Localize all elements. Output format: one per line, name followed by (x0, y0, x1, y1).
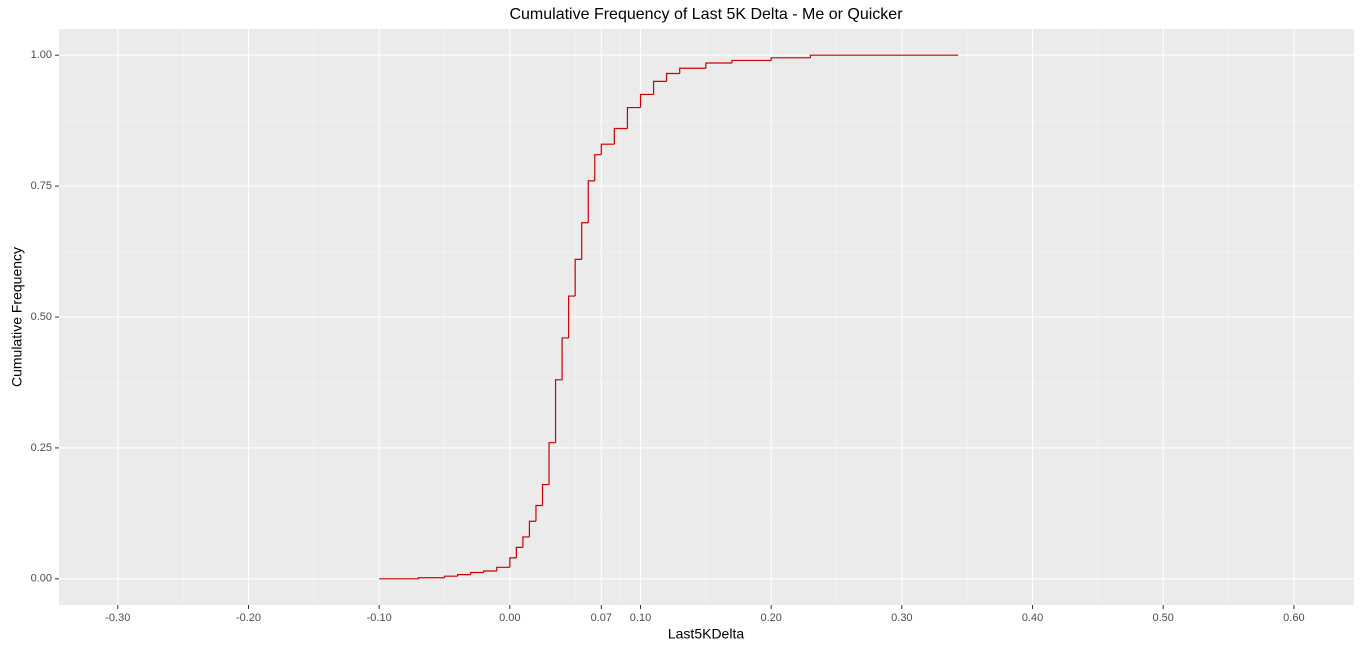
x-tick-label: -0.10 (367, 612, 392, 624)
ecdf-step (483, 570, 497, 573)
ecdf-step (456, 574, 471, 577)
y-tick-label: 0.25 (31, 442, 52, 454)
x-tick-label: 0.20 (760, 612, 781, 624)
ecdf-step (731, 59, 772, 64)
x-tick-label: 0.40 (1022, 612, 1043, 624)
ecdf-step (770, 57, 811, 61)
ecdf-step (666, 72, 680, 82)
ecdf-step (548, 442, 556, 485)
ecdf-step (470, 571, 484, 575)
ecdf-step (705, 62, 732, 69)
ecdf-step (600, 143, 615, 155)
y-tick-label: 0.50 (31, 311, 52, 323)
x-tick-label: 0.50 (1153, 612, 1174, 624)
chart-title: Cumulative Frequency of Last 5K Delta - … (509, 6, 903, 23)
y-tick-label: 0.00 (31, 573, 52, 585)
ecdf-step (509, 557, 517, 568)
ecdf-step (809, 54, 959, 58)
x-tick-label: 0.60 (1283, 612, 1304, 624)
ecdf-step (639, 93, 654, 108)
ecdf-step (613, 127, 628, 145)
ecdf-step (581, 222, 589, 260)
ecdf-step (541, 483, 550, 506)
ecdf-step (443, 575, 458, 578)
y-tick-label: 0.75 (31, 180, 52, 192)
x-tick-label: 0.10 (630, 612, 651, 624)
ecdf-step (574, 258, 582, 297)
x-axis-title: Last5KDelta (668, 626, 744, 642)
ecdf-step (594, 154, 602, 181)
ecdf-step (652, 80, 667, 95)
ecdf-step (679, 67, 706, 74)
ecdf-step (417, 577, 445, 579)
ecdf-step (535, 504, 543, 522)
x-tick-label: -0.20 (236, 612, 261, 624)
ecdf-step (528, 520, 536, 537)
ecdf-step (515, 546, 523, 558)
ecdf-step (568, 295, 576, 338)
ecdf-step (626, 106, 641, 129)
x-tick-label: 0.00 (499, 612, 520, 624)
ecdf-step (561, 337, 569, 380)
ecdf-step (587, 180, 595, 223)
ecdf-step (496, 566, 510, 571)
x-tick-label: 0.30 (891, 612, 912, 624)
y-axis-title: Cumulative Frequency (9, 247, 25, 387)
ecdf-step (522, 536, 530, 548)
ecdf-step (554, 379, 563, 443)
y-tick-label: 1.00 (31, 49, 52, 61)
x-tick-label: 0.07 (591, 612, 612, 624)
x-tick-label: -0.30 (105, 612, 130, 624)
